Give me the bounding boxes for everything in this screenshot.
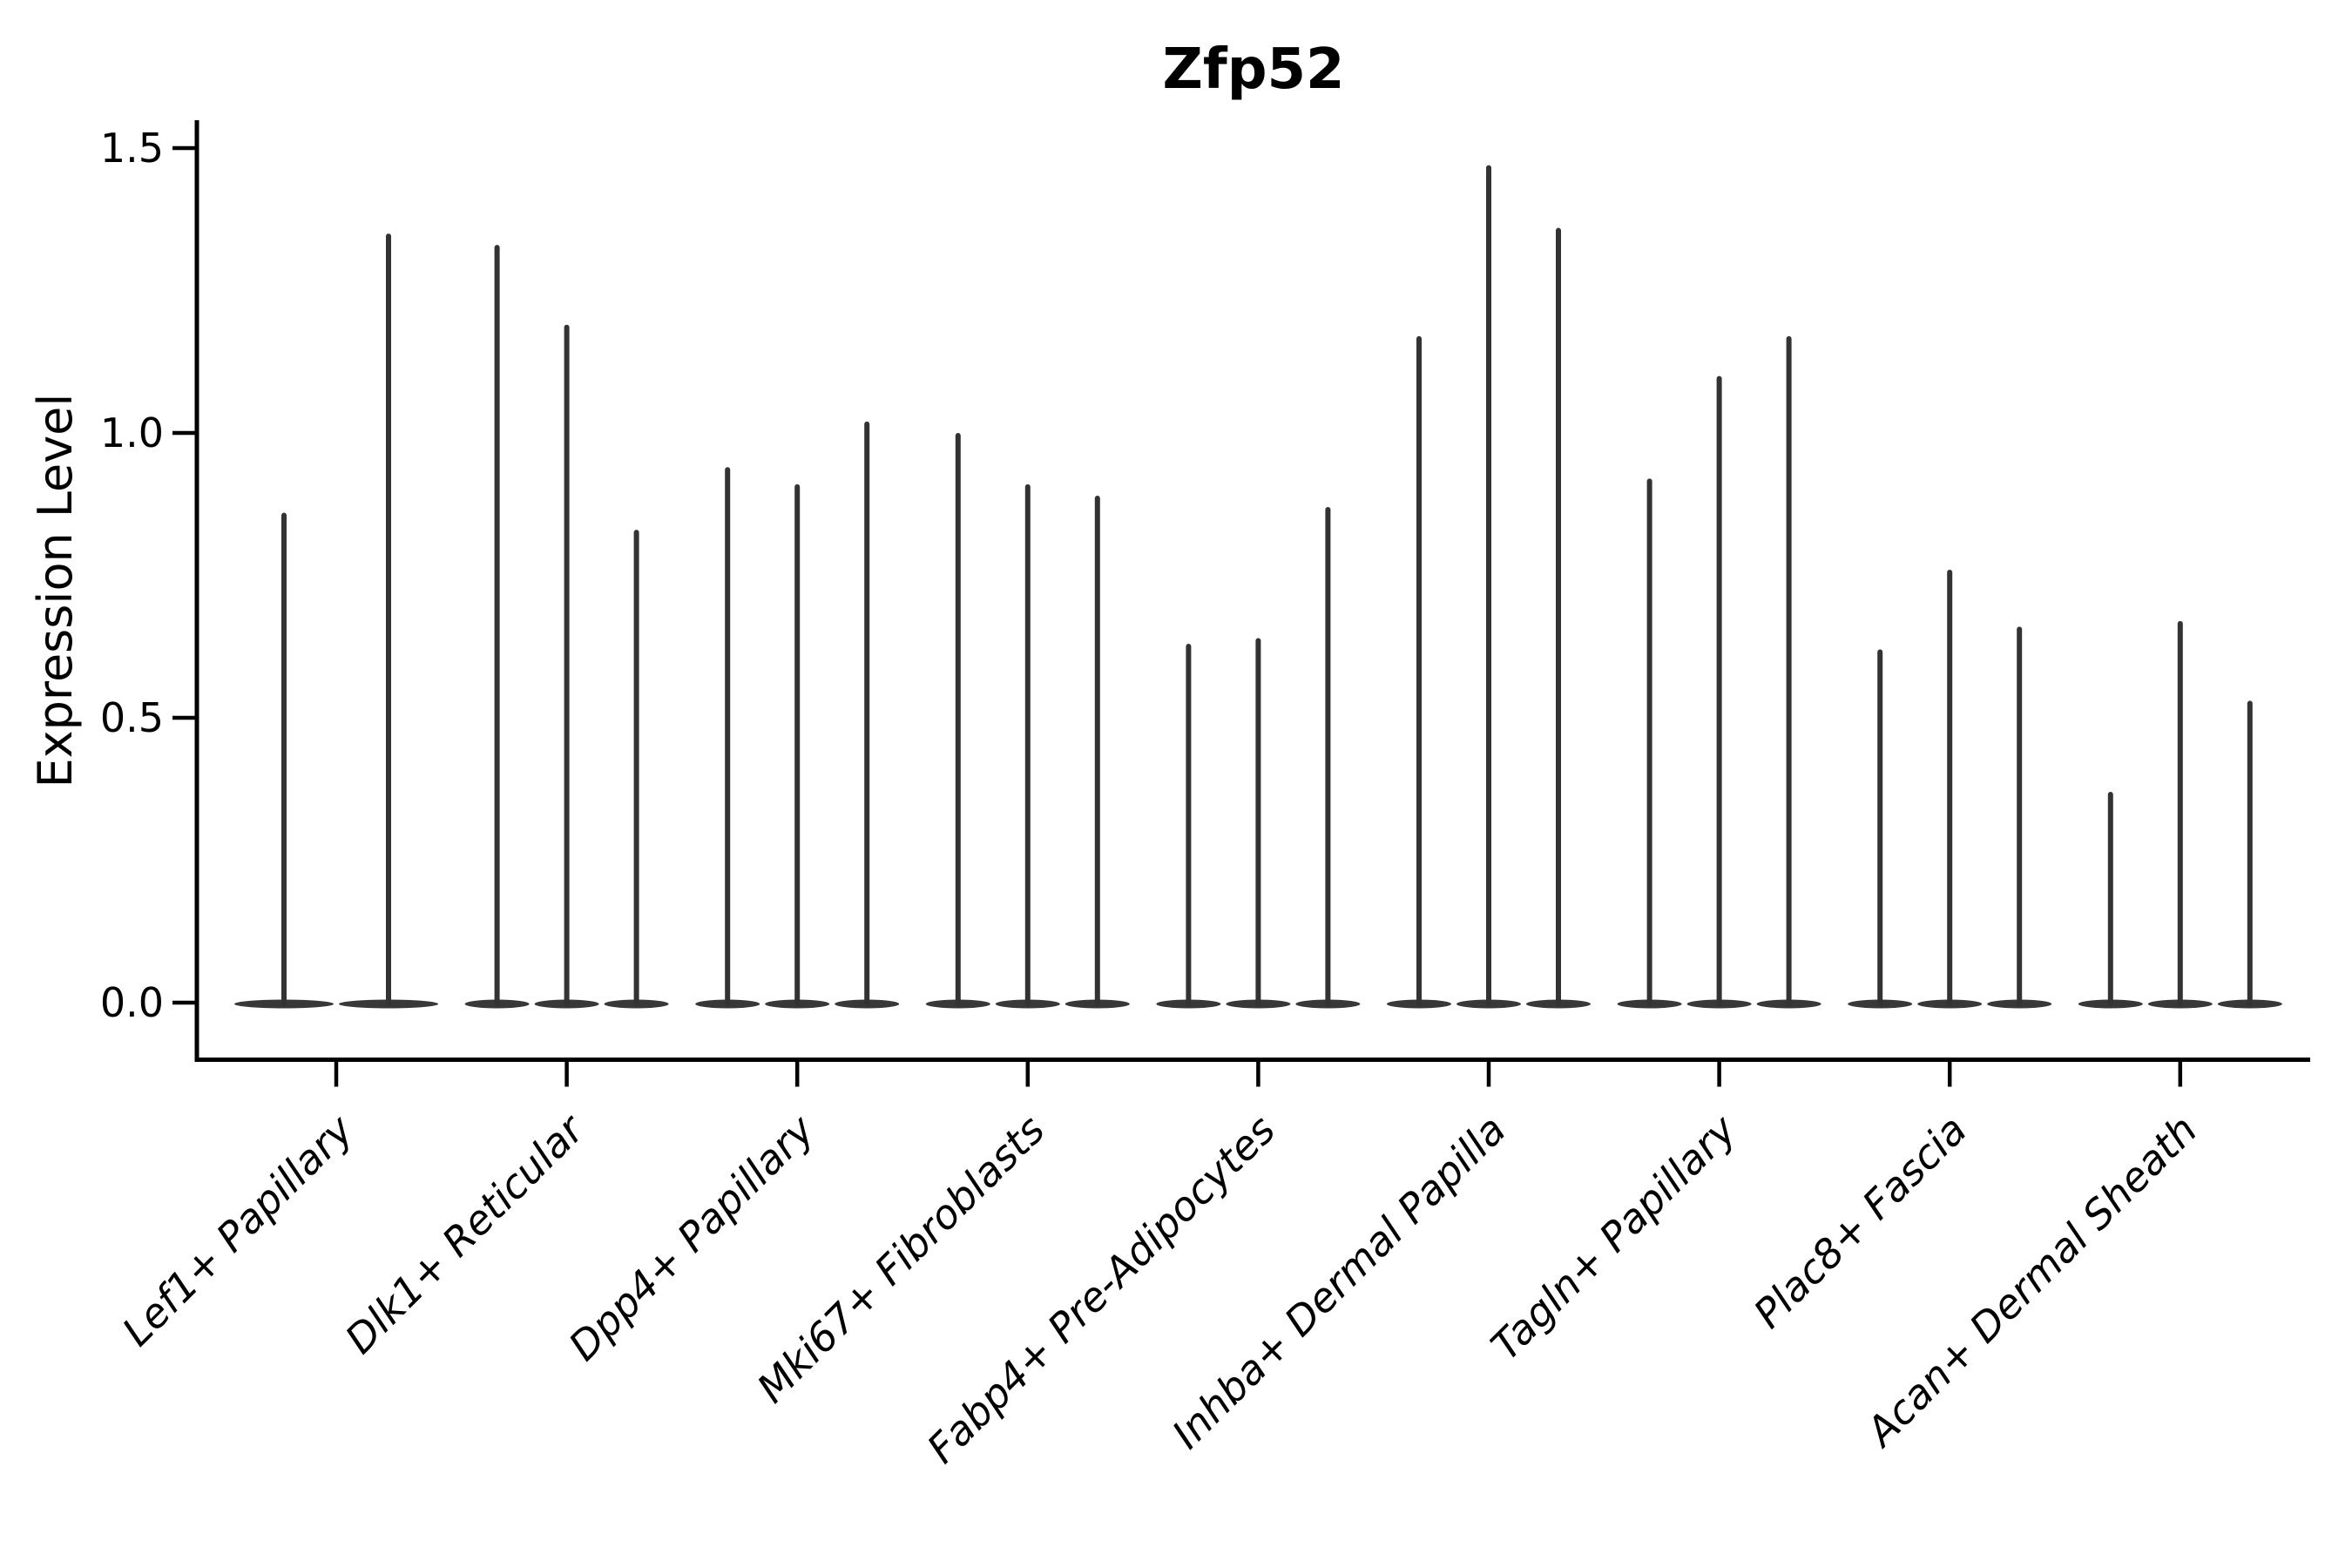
- y-tick-label: 0.5: [100, 694, 164, 741]
- x-category-label: Tagln+ Papillary: [1482, 1105, 1746, 1369]
- y-tick-label: 1.5: [100, 125, 164, 172]
- violins-layer: [234, 165, 2282, 1009]
- y-tick-labels: 0.0 0.5 1.0 1.5: [100, 125, 164, 1026]
- x-category-label: Lef1+ Papillary: [113, 1105, 362, 1355]
- axes-layer: [172, 120, 2310, 1087]
- chart-title: Zfp52: [1162, 37, 1344, 102]
- x-category-label: Dlk1+ Reticular: [336, 1104, 595, 1362]
- y-axis-label: Expression Level: [28, 394, 83, 788]
- x-category-label: Plac8+ Fascia: [1745, 1106, 1976, 1337]
- y-tick-label: 0.0: [100, 979, 164, 1026]
- y-tick-label: 1.0: [100, 409, 164, 456]
- x-category-label: Dpp4+ Papillary: [559, 1105, 823, 1369]
